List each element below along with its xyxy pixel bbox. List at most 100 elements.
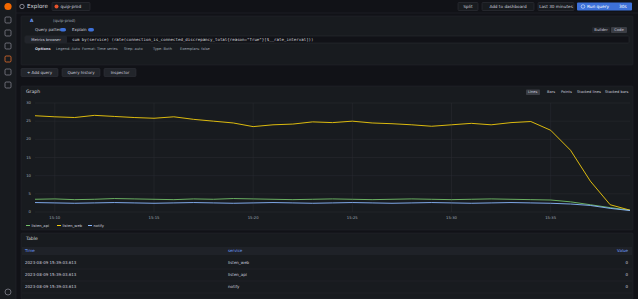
table-cell: 2023-08-09 15:39:03.613: [25, 260, 77, 265]
panel-title: Table: [25, 236, 38, 241]
page: Explore quip-prod Split Add to dashboard Las…: [0, 0, 638, 299]
query-option: Legend: Auto: [56, 47, 80, 51]
query-option: Step: auto: [124, 47, 143, 51]
metrics-browser-button[interactable]: [25, 36, 67, 43]
y-tick-label: 0: [29, 209, 32, 214]
x-tick-label: 15:20: [248, 215, 260, 220]
action-button[interactable]: [21, 69, 58, 77]
legend-swatch: [26, 225, 30, 226]
legend-entry[interactable]: listen_api: [32, 224, 50, 228]
toggle[interactable]: [88, 28, 94, 32]
nav-icon[interactable]: [5, 82, 11, 88]
grid-line: [352, 103, 353, 212]
panel-title: Graph: [26, 89, 40, 94]
table-cell: 2023-08-09 15:39:03.613: [25, 284, 77, 289]
mode-button[interactable]: [592, 27, 610, 33]
view-mode[interactable]: Stacked lines: [577, 90, 601, 94]
legend-entry[interactable]: notify: [94, 224, 105, 228]
grid-line: [35, 212, 630, 213]
row-separator: [22, 281, 632, 282]
y-tick-label: 5: [29, 191, 32, 196]
table-cell: 0: [625, 272, 628, 277]
grid-line: [253, 103, 254, 212]
x-tick-label: 15:30: [446, 215, 458, 220]
nav-icon[interactable]: [5, 56, 11, 62]
table-cell: 0: [625, 284, 628, 289]
action-label[interactable]: Query history: [67, 70, 95, 75]
toolbar-button-label[interactable]: Add to dashboard: [489, 4, 526, 9]
table-cell: listen_api: [228, 272, 247, 277]
view-mode[interactable]: Points: [561, 90, 572, 94]
page-title: Explore: [27, 3, 49, 10]
table-cell: listen_web: [228, 260, 250, 265]
nav-icon[interactable]: [5, 30, 11, 36]
series-line: [35, 115, 630, 210]
grid-line: [451, 103, 452, 212]
grid-line: [154, 103, 155, 212]
toolbar-button[interactable]: [538, 3, 574, 11]
run-button[interactable]: [577, 3, 632, 11]
query-option: Type: Both: [152, 47, 172, 51]
query-option: Exemplars: false: [180, 47, 211, 51]
grid-line: [35, 139, 630, 140]
nav-icon[interactable]: [5, 17, 11, 23]
y-tick-label: 25: [26, 118, 31, 123]
datasource[interactable]: quip-prod: [61, 4, 82, 9]
sidebar-border: [16, 0, 17, 299]
mode-label[interactable]: Builder: [594, 27, 608, 32]
grid-line: [35, 121, 630, 122]
toolbar-button[interactable]: [482, 3, 534, 11]
grid-line: [550, 103, 551, 212]
table-header: [22, 247, 632, 255]
mode-button[interactable]: [611, 27, 627, 33]
grid-line: [35, 103, 630, 104]
table-cell: 0: [625, 260, 628, 265]
topbar-border: [16, 13, 638, 14]
view-mode[interactable]: Lines: [528, 90, 537, 94]
toolbar-button-label[interactable]: Split: [463, 4, 473, 9]
refresh-interval[interactable]: 30s: [619, 4, 627, 9]
query-expression: sum by(service) (rate(connection_is_conn…: [72, 37, 314, 42]
query-option[interactable]: Options: [35, 47, 51, 51]
datasource-icon: [55, 5, 59, 9]
query-input[interactable]: [25, 36, 629, 43]
toolbar-button-label[interactable]: Last 30 minutes: [539, 4, 573, 9]
query-ref: A: [30, 18, 34, 23]
action-label[interactable]: Inspector: [111, 70, 130, 75]
toggle-label[interactable]: Explain: [72, 27, 87, 32]
action-button[interactable]: [62, 69, 100, 77]
action-button[interactable]: [104, 69, 136, 77]
logo[interactable]: [4, 3, 11, 10]
row-separator: [22, 269, 632, 270]
mode-label[interactable]: Code: [614, 27, 624, 32]
column-header[interactable]: Time: [24, 248, 35, 253]
y-tick-label: 15: [26, 155, 31, 160]
graph-panel: [21, 86, 633, 230]
help-icon[interactable]: [5, 289, 11, 295]
metrics-browser-label[interactable]: Metrics browser: [31, 38, 61, 42]
run-label[interactable]: Run query: [587, 4, 609, 9]
query-option: Format: Time series: [82, 47, 118, 51]
grid: [35, 103, 630, 212]
view-mode[interactable]: Stacked bars: [605, 90, 628, 94]
toggle[interactable]: [60, 28, 66, 32]
sidebar: [0, 0, 16, 299]
view-mode[interactable]: Bars: [547, 90, 555, 94]
nav-icon[interactable]: [5, 69, 11, 75]
query-panel: [21, 16, 633, 65]
action-label[interactable]: + Add query: [27, 70, 53, 75]
x-tick-label: 15:25: [347, 215, 359, 220]
grid-line: [54, 103, 55, 212]
background: [0, 0, 638, 299]
legend-entry[interactable]: listen_web: [63, 224, 83, 228]
explore-icon: [20, 4, 24, 8]
datasource-picker[interactable]: [52, 3, 90, 11]
column-header[interactable]: Value: [617, 248, 629, 253]
toggle-label[interactable]: Query patterns: [35, 27, 65, 32]
nav-icon[interactable]: [5, 43, 11, 49]
y-tick-label: 30: [26, 100, 31, 105]
table-cell: notify: [228, 284, 240, 289]
toolbar-button[interactable]: [458, 3, 478, 11]
column-header[interactable]: service: [228, 248, 243, 253]
legend-swatch: [57, 225, 61, 226]
